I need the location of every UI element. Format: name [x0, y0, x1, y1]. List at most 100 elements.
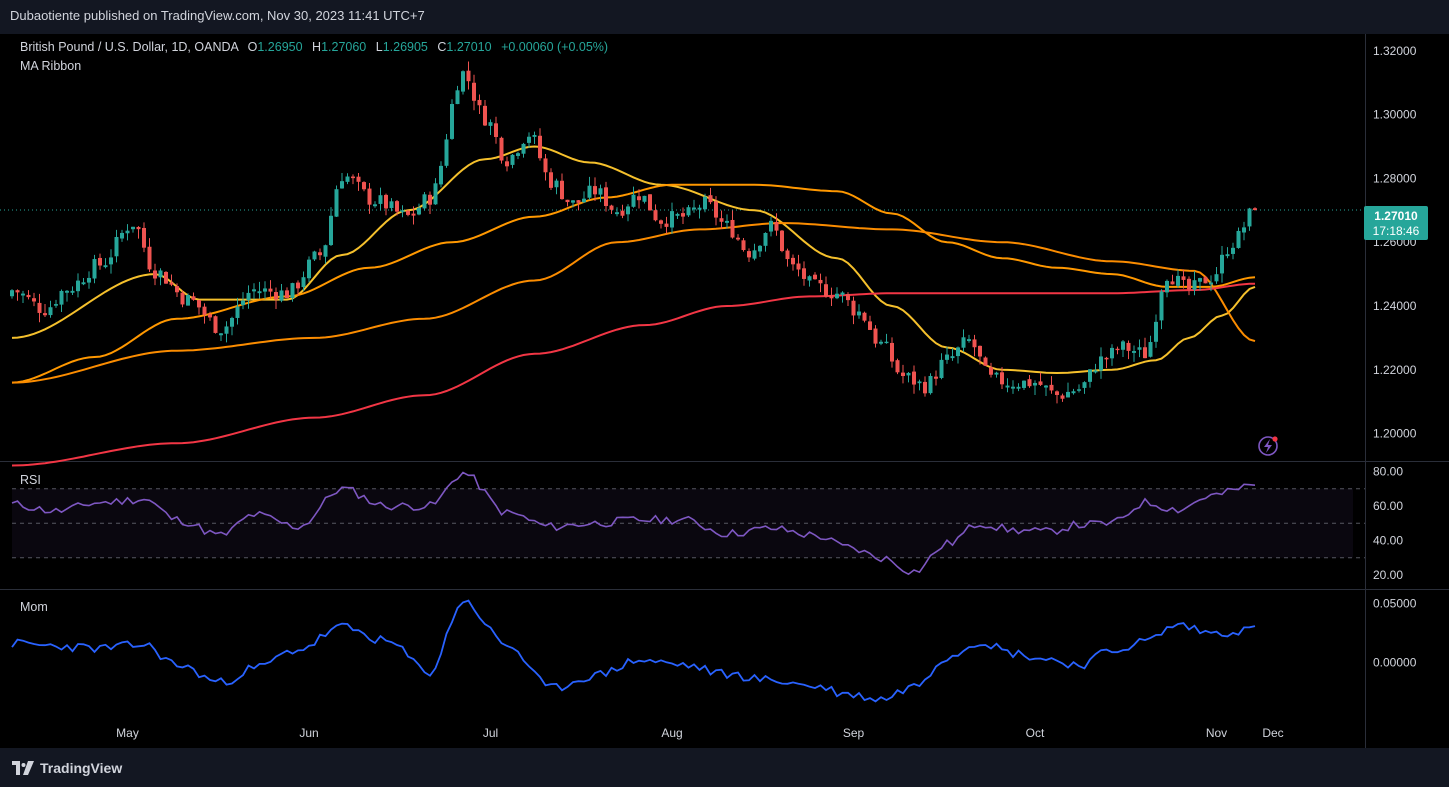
candle	[400, 210, 405, 213]
candle	[202, 306, 207, 315]
tradingview-brand[interactable]: TradingView	[12, 760, 1449, 776]
candle	[296, 282, 300, 289]
candle	[312, 251, 317, 260]
candle	[175, 286, 179, 293]
candle	[26, 294, 31, 298]
candle	[1055, 391, 1059, 395]
time-tick-label: Sep	[843, 726, 865, 740]
time-tick-label: Aug	[661, 726, 682, 740]
candle	[125, 230, 130, 234]
candle	[147, 246, 152, 270]
legend-indicator: MA Ribbon	[20, 59, 81, 73]
ma-line	[11, 145, 1256, 375]
candle	[895, 360, 900, 373]
candle	[719, 218, 724, 222]
candle	[461, 71, 465, 92]
candle	[450, 104, 454, 139]
lightning-icon[interactable]	[1258, 436, 1278, 456]
rsi-tick-label: 20.00	[1373, 568, 1403, 582]
candle	[928, 375, 933, 394]
candle	[560, 180, 564, 200]
candle	[395, 201, 399, 212]
candle	[186, 294, 190, 306]
candle	[180, 292, 185, 305]
candle	[153, 270, 157, 279]
candle	[98, 257, 102, 266]
candle	[576, 200, 581, 203]
candle	[697, 207, 702, 210]
candle	[1016, 386, 1021, 389]
candle	[1242, 227, 1246, 233]
candle	[136, 226, 141, 230]
time-tick-label: May	[116, 726, 139, 740]
candle	[642, 195, 647, 202]
candle	[158, 270, 163, 278]
candle	[593, 186, 597, 195]
candle	[191, 296, 196, 300]
candle	[791, 257, 795, 265]
candle	[851, 300, 856, 316]
candle	[37, 302, 42, 313]
price-tick-label: 1.20000	[1373, 427, 1417, 441]
candle	[70, 290, 75, 293]
candle	[1093, 370, 1098, 373]
rsi-title: RSI	[20, 473, 41, 487]
candle	[1049, 384, 1054, 391]
ma-line	[11, 282, 1256, 467]
candle	[653, 210, 658, 221]
candle	[890, 342, 894, 362]
candle	[1060, 395, 1065, 399]
legend-h-value: 1.27060	[321, 40, 366, 54]
candle	[736, 237, 740, 240]
candle	[109, 257, 113, 265]
candle	[1132, 351, 1136, 353]
candle	[868, 321, 872, 330]
candle	[813, 274, 817, 280]
mom-tick-label: 0.05000	[1373, 597, 1417, 611]
candle	[268, 288, 273, 292]
candle	[428, 194, 432, 205]
candle	[334, 189, 339, 217]
candle	[741, 240, 746, 251]
candle	[1027, 379, 1032, 387]
candle	[323, 245, 328, 257]
candle	[659, 220, 663, 224]
chart-area[interactable]: 1.32000 1.30000 1.28000 1.26000 1.24000 1.220…	[0, 34, 1449, 748]
legend-c-value: 1.27010	[446, 40, 491, 54]
candle	[785, 250, 790, 260]
candle	[857, 311, 861, 316]
time-tick-label: Oct	[1026, 726, 1045, 740]
candle	[219, 333, 223, 336]
candle	[230, 317, 234, 327]
legend-l-value: 1.26905	[383, 40, 428, 54]
candle	[1192, 280, 1197, 290]
candle	[1000, 372, 1004, 385]
candle	[714, 201, 718, 218]
candle	[10, 290, 14, 297]
candle	[494, 123, 498, 137]
candle	[1231, 247, 1235, 254]
candle	[626, 206, 630, 215]
candle	[406, 210, 410, 215]
candle	[758, 245, 762, 252]
candle	[840, 292, 845, 295]
chart-svg[interactable]: 1.320001.300001.280001.260001.240001.220…	[0, 34, 1449, 748]
candle	[983, 357, 988, 366]
candle	[241, 300, 245, 306]
time-tick-label: Nov	[1206, 726, 1227, 740]
candle	[774, 221, 779, 231]
candle	[923, 381, 927, 394]
time-tick-label: Jun	[299, 726, 318, 740]
candle	[285, 290, 289, 299]
candle	[505, 161, 509, 167]
candle	[1220, 254, 1224, 274]
candle	[752, 250, 757, 259]
time-tick-label: Dec	[1262, 726, 1283, 740]
candle	[829, 295, 834, 299]
candle	[1176, 275, 1180, 286]
candle	[384, 194, 388, 209]
candle	[455, 90, 460, 105]
candle	[901, 372, 905, 377]
candle	[587, 185, 592, 198]
candle	[835, 293, 839, 299]
